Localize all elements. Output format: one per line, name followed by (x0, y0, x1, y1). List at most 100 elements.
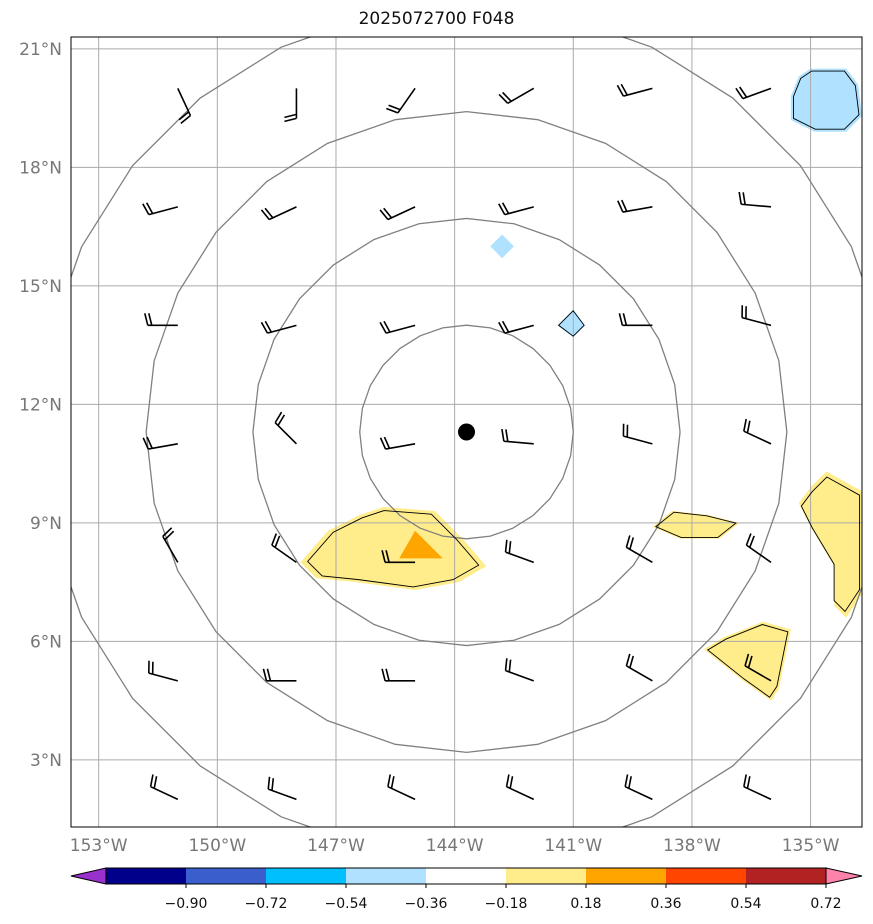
colorbar-segment (586, 868, 666, 884)
wind-barb (504, 539, 535, 564)
shaded-region (300, 507, 487, 590)
x-tick-label: 150°W (188, 836, 246, 856)
wind-barb (162, 527, 179, 563)
y-tick-label: 9°N (30, 514, 62, 534)
wind-barb (142, 202, 178, 216)
contour-line (706, 624, 789, 698)
y-tick-label: 18°N (19, 158, 62, 178)
y-tick-label: 21°N (19, 40, 62, 60)
wind-barb (260, 206, 297, 221)
colorbar-frame (105, 867, 827, 885)
range-ring (359, 324, 574, 540)
wind-barb (501, 428, 534, 445)
wind-barb (616, 83, 653, 97)
shaded-region (557, 309, 586, 338)
wind-barb (741, 305, 772, 327)
wind-barb (745, 533, 772, 564)
contour-line (793, 70, 860, 130)
wind-barb (504, 658, 535, 682)
wind-barb (71, 561, 72, 563)
wind-barb (618, 313, 653, 327)
storm-center (458, 423, 475, 441)
range-ring (145, 110, 788, 754)
wind-barb (142, 436, 178, 450)
wind-barb (738, 191, 772, 208)
wind-barb (735, 86, 772, 100)
wind-barb (149, 774, 179, 801)
wind-barb (71, 798, 72, 800)
wind-barb (148, 660, 178, 682)
colorbar-segment (186, 868, 266, 884)
shaded-region (790, 68, 862, 132)
x-tick-label: 144°W (426, 836, 484, 856)
wind-barb (381, 550, 416, 564)
colorbar-segment (346, 868, 426, 884)
x-tick-label: 135°W (782, 836, 840, 856)
colorbar-tick-label: −0.90 (165, 896, 208, 912)
range-ring (252, 217, 681, 647)
wind-barb (386, 87, 416, 114)
wind-barb (622, 423, 653, 445)
colorbar-tick-label: −0.54 (325, 896, 368, 912)
wind-barb (177, 88, 192, 124)
wind-barb (379, 206, 416, 221)
colorbar-tick-label: −0.18 (485, 896, 528, 912)
y-tick-label: 15°N (19, 277, 62, 297)
wind-barb (262, 668, 297, 682)
colorbar-segment (106, 868, 186, 884)
x-tick-label: 147°W (307, 836, 365, 856)
contour-line (654, 511, 737, 539)
wind-barb (267, 776, 297, 801)
contour-line (800, 476, 861, 613)
contour-line (557, 310, 585, 337)
shaded-region (490, 234, 514, 259)
wind-barb (274, 411, 298, 445)
wind-barb (625, 653, 653, 682)
wind-barb (498, 87, 535, 105)
contour-line (307, 510, 480, 588)
shaded-region (798, 471, 862, 618)
shaded-region (399, 530, 443, 559)
colorbar-tick-label: 0.54 (730, 896, 761, 912)
wind-barb (284, 88, 298, 123)
wind-barb (144, 313, 178, 327)
colorbar-tick-label: 0.18 (570, 896, 601, 912)
colorbar: −0.90 −0.72 −0.54 −0.36 −0.18 0.18 0.36 0.54 0.7… (70, 867, 863, 912)
wind-barb (381, 668, 416, 682)
colorbar-tick-label: 0.72 (810, 896, 841, 912)
colorbar-tick-label: −0.72 (245, 896, 288, 912)
wind-barb (260, 320, 297, 334)
colorbar-segment (506, 868, 586, 884)
wind-barb (271, 533, 297, 564)
wind-barb (379, 436, 416, 450)
y-tick-label: 6°N (30, 632, 62, 652)
colorbar-extend-low (70, 867, 107, 885)
wind-barb (505, 774, 535, 801)
wind-barb (387, 774, 416, 801)
wind-barb (71, 679, 72, 681)
wind-barb (498, 202, 534, 216)
wind-barb (743, 418, 772, 445)
colorbar-segment (746, 868, 826, 884)
x-tick-label: 141°W (544, 836, 602, 856)
colorbar-tick-label: 0.36 (650, 896, 681, 912)
range-ring (71, 37, 862, 827)
wind-barb (498, 320, 534, 334)
y-tick-label: 3°N (30, 751, 62, 771)
wind-barb (624, 774, 653, 801)
wind-barbs (71, 83, 772, 801)
contour-lines (307, 70, 861, 698)
wind-barb (617, 199, 653, 213)
x-tick-label: 138°W (663, 836, 721, 856)
shaded-region (703, 621, 791, 701)
grid-lines (71, 37, 862, 827)
colorbar-extend-high (825, 867, 863, 885)
plot-frame (70, 36, 863, 828)
x-tick-labels: 153°W 150°W 147°W 144°W 141°W 138°W 135°W (70, 836, 840, 856)
x-tick-label: 153°W (70, 836, 128, 856)
wind-barb (71, 324, 72, 326)
range-rings (71, 37, 862, 827)
wind-barb (71, 206, 72, 208)
storm-center-marker (458, 423, 475, 441)
